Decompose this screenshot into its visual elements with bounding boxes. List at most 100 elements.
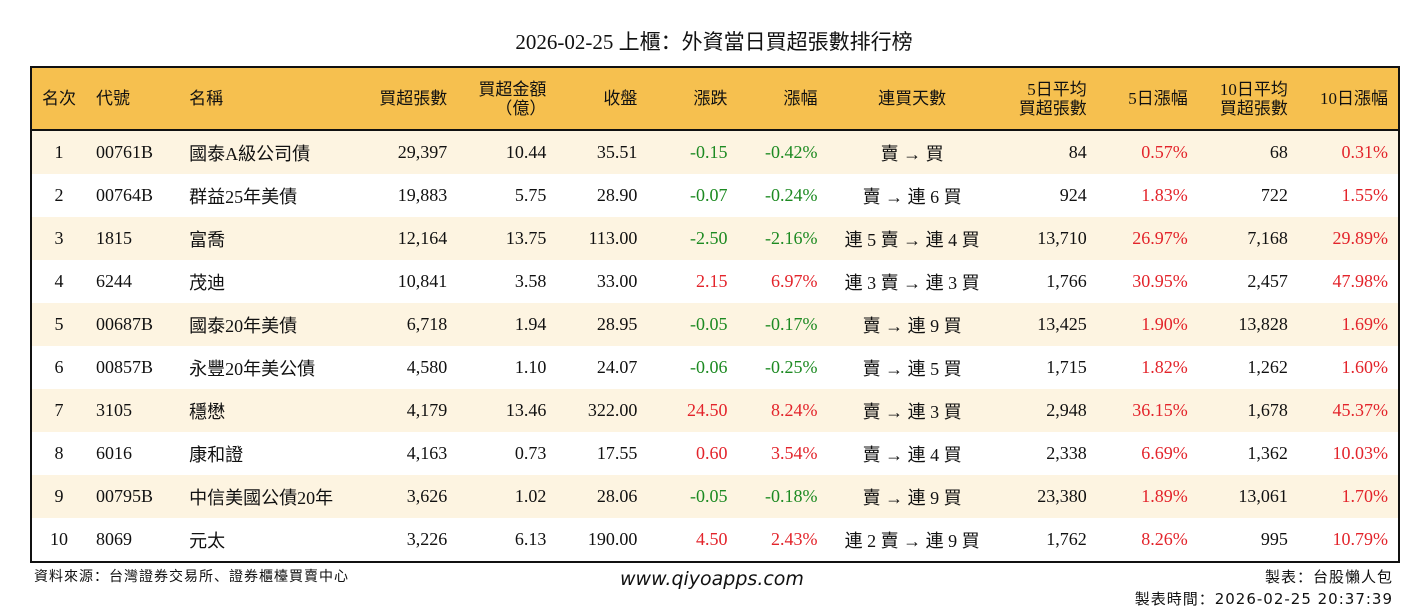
cell-close: 28.95 [556, 303, 648, 346]
cell-net-buy-amount: 5.75 [514, 185, 547, 205]
cell-change5-pct: 8.26% [1141, 529, 1188, 549]
cell-change5-pct: 6.69% [1141, 443, 1188, 463]
table-row: 8 6016 康和證 4,163 0.73 17.55 0.60 3.54% 賣 → 連 4 買… [32, 432, 1398, 475]
cell-net-buy-lots: 4,580 [406, 357, 448, 377]
cell-change10-pct: 1.60% [1341, 357, 1389, 377]
footer-credits: 製表：台股懶人包 製表時間：2026-02-25 20:37:39 [1135, 566, 1393, 610]
header-label: 連買天數 [878, 89, 947, 108]
cell-change-pct: 6.97% [771, 271, 818, 291]
cell-rank: 10 [50, 529, 69, 549]
table-row: 9 00795B 中信美國公債20年 3,626 1.02 28.06 -0.05 -0.18… [32, 475, 1398, 518]
cell-name: 茂迪 [189, 272, 226, 293]
cell-change5-pct: 26.97% [1096, 217, 1198, 260]
cell-code: 00761B [86, 130, 180, 174]
cell-change: 0.60 [695, 443, 728, 463]
cell-net-buy-lots: 3,626 [361, 475, 458, 518]
cell-streak: 賣 → 連 4 買 [862, 444, 962, 465]
page-title: 2026-02-25 上櫃：外資當日買超張數排行榜 [515, 30, 913, 54]
cell-avg5-net-buy: 84 [996, 130, 1097, 174]
cell-net-buy-lots: 3,226 [406, 529, 448, 549]
header-label: 5日漲幅 [1128, 89, 1188, 108]
header-label: 收盤 [603, 89, 638, 108]
cell-change-pct: -2.16% [737, 217, 828, 260]
cell-avg10-net-buy: 13,828 [1197, 303, 1298, 346]
cell-rank: 1 [32, 130, 87, 174]
cell-avg10-net-buy: 7,168 [1197, 217, 1298, 260]
table-row: 5 00687B 國泰20年美債 6,718 1.94 28.95 -0.05 -0.17% 賣… [32, 303, 1398, 346]
cell-change-pct: -0.25% [765, 357, 818, 377]
cell-change10-pct: 45.37% [1297, 389, 1398, 432]
header-close: 收盤 [556, 68, 648, 131]
cell-name: 康和證 [189, 444, 244, 465]
data-source: 資料來源：台灣證券交易所、證券櫃檯買賣中心 [34, 569, 349, 585]
made-time: 製表時間：2026-02-25 20:37:39 [1134, 590, 1393, 608]
cell-net-buy-lots: 12,164 [361, 217, 458, 260]
cell-change: -0.05 [647, 303, 738, 346]
cell-net-buy-amount: 1.02 [457, 475, 557, 518]
table-row: 1 00761B 國泰A級公司債 29,397 10.44 35.51 -0.15 -0.42… [32, 130, 1398, 174]
cell-close: 190.00 [587, 529, 638, 549]
cell-streak: 連 3 賣 → 連 3 買 [844, 272, 980, 293]
cell-change-pct: 2.43% [771, 529, 818, 549]
header-code: 代號 [86, 68, 180, 131]
table-row: 7 3105 穩懋 4,179 13.46 322.00 24.50 8.24% 賣 → 連 3… [32, 389, 1398, 432]
cell-avg10-net-buy: 1,678 [1197, 389, 1298, 432]
cell-change10-pct: 1.70% [1297, 475, 1398, 518]
cell-change-pct: -0.24% [765, 185, 818, 205]
cell-streak: 賣 → 連 9 買 [827, 303, 997, 346]
cell-net-buy-amount: 1.10 [514, 357, 547, 377]
cell-change: 2.15 [695, 271, 728, 291]
cell-net-buy-amount: 13.75 [457, 217, 557, 260]
cell-code: 00764B [96, 185, 154, 205]
header-label: 5日平均 [1027, 79, 1087, 99]
cell-close: 35.51 [556, 130, 648, 174]
cell-close: 33.00 [596, 271, 638, 291]
cell-avg10-net-buy: 2,457 [1247, 271, 1288, 291]
cell-rank: 2 [54, 185, 64, 205]
cell-change-pct: 3.54% [771, 443, 818, 463]
cell-change: 24.50 [647, 389, 738, 432]
cell-change5-pct: 1.89% [1096, 475, 1198, 518]
cell-name: 中信美國公債20年 [179, 475, 362, 518]
cell-change10-pct: 10.03% [1332, 443, 1389, 463]
cell-avg10-net-buy: 13,061 [1197, 475, 1298, 518]
cell-change5-pct: 0.57% [1096, 130, 1198, 174]
header-streak: 連買天數 [827, 68, 997, 131]
cell-streak: 連 5 賣 → 連 4 買 [827, 217, 997, 260]
header-label: 代號 [96, 89, 131, 108]
cell-name: 國泰20年美債 [179, 303, 362, 346]
cell-avg10-net-buy: 722 [1260, 185, 1288, 205]
cell-net-buy-amount: 13.46 [457, 389, 557, 432]
cell-net-buy-lots: 29,397 [361, 130, 458, 174]
cell-avg10-net-buy: 68 [1197, 130, 1298, 174]
cell-change: 4.50 [695, 529, 728, 549]
cell-close: 24.07 [596, 357, 638, 377]
cell-change: -0.07 [689, 185, 728, 205]
header-change5-pct: 5日漲幅 [1096, 68, 1198, 131]
website-link[interactable]: www.qiyoapps.com [620, 568, 804, 590]
cell-change10-pct: 0.31% [1297, 130, 1398, 174]
cell-name: 群益25年美債 [189, 186, 298, 207]
header-label: 名次 [42, 89, 77, 108]
cell-change5-pct: 1.83% [1141, 185, 1188, 205]
table-header-row: 名次 代號 名稱 買超張數 買超金額 （億） 收盤 漲跌 漲幅 連買天數 5日平均 買超張數 5日漲幅 1… [32, 68, 1398, 131]
cell-change10-pct: 47.98% [1332, 271, 1389, 291]
header-label: （億） [495, 98, 547, 118]
table-row: 2 00764B 群益25年美債 19,883 5.75 28.90 -0.07 -0.24%… [32, 174, 1398, 217]
cell-avg5-net-buy: 1,715 [1046, 357, 1087, 377]
cell-avg5-net-buy: 2,338 [1046, 443, 1087, 463]
cell-avg5-net-buy: 2,948 [996, 389, 1097, 432]
cell-code: 6016 [96, 443, 133, 463]
cell-code: 00857B [96, 357, 154, 377]
cell-change-pct: 8.24% [737, 389, 828, 432]
cell-rank: 4 [54, 271, 64, 291]
cell-code: 8069 [96, 529, 133, 549]
cell-close: 28.90 [596, 185, 638, 205]
cell-close: 322.00 [556, 389, 648, 432]
table-row: 6 00857B 永豐20年美公債 4,580 1.10 24.07 -0.06 -0.25%… [32, 346, 1398, 389]
cell-change10-pct: 10.79% [1332, 529, 1389, 549]
cell-streak: 賣 → 買 [827, 130, 997, 174]
cell-streak: 賣 → 連 5 買 [862, 358, 962, 379]
cell-close: 28.06 [556, 475, 648, 518]
cell-change: -0.15 [647, 130, 738, 174]
